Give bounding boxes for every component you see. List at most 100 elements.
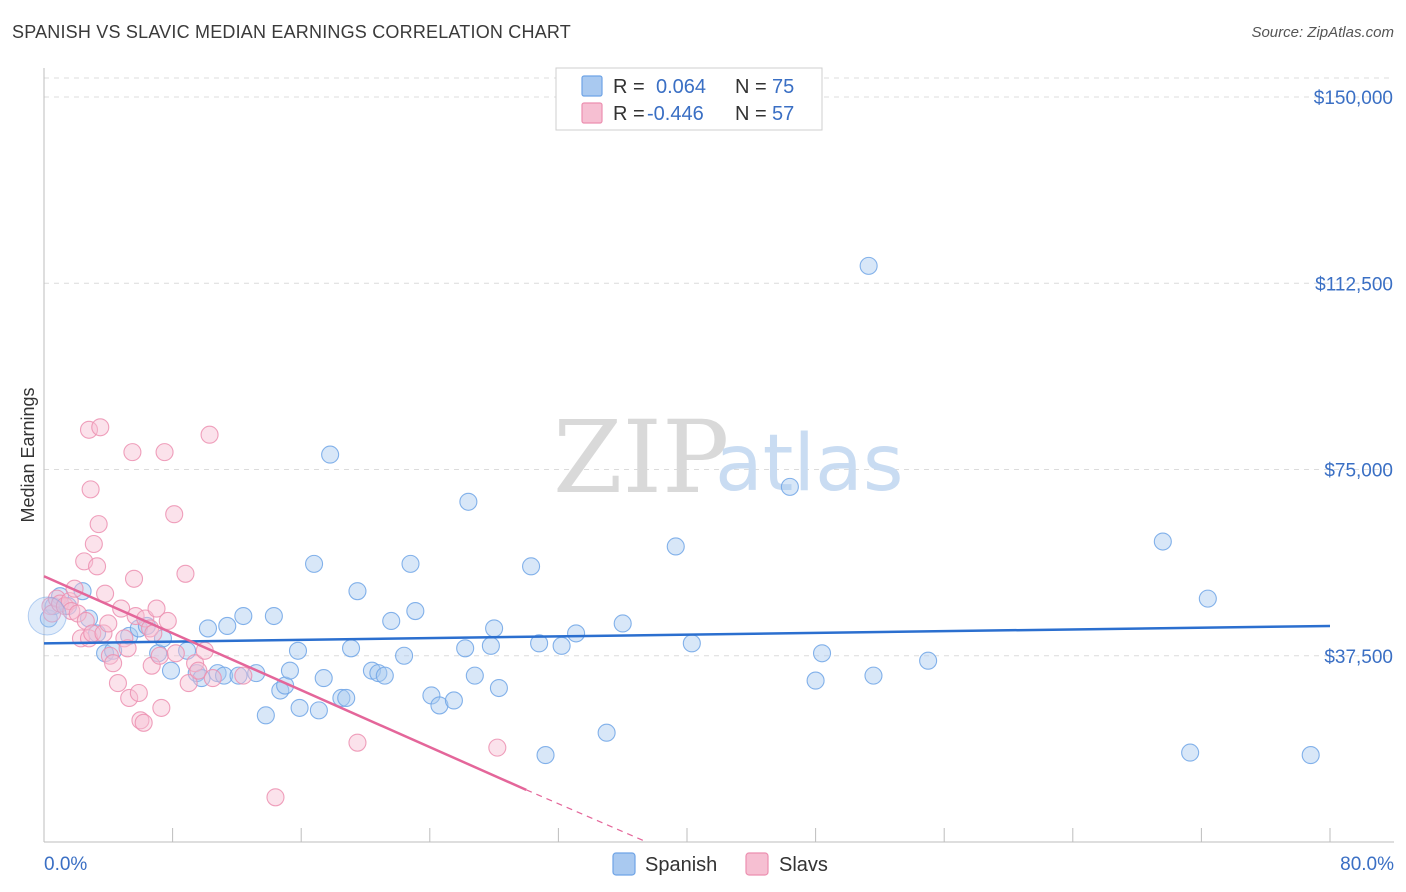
series-legend-label-slavs: Slavs [779,854,828,876]
data-point [234,666,253,685]
data-point [314,669,333,688]
data-point [152,698,171,717]
cluster-point [27,596,67,636]
data-point [341,639,361,658]
trend-line-extension-slavs [526,789,648,843]
data-point [229,666,248,685]
data-point [189,661,208,680]
data-point [214,666,234,685]
series-legend-swatch-slavs [745,852,769,876]
data-point [485,619,504,638]
legend-r-value-slavs: -0.446 [647,103,704,125]
data-point [552,636,571,655]
data-point [375,666,394,685]
data-point [348,582,367,601]
data-point [176,564,195,583]
data-point [120,688,139,708]
data-point [456,639,475,658]
data-point [165,505,184,524]
legend-n-value-slavs: 57 [772,103,794,125]
data-point [682,634,701,653]
data-point [321,445,340,464]
data-point [1153,532,1172,551]
series-legend: Spanish Slavs [612,852,828,876]
series-spanish-points [39,256,1320,765]
points-layer [27,256,1320,807]
y-tick-label: $150,000 [1314,88,1393,109]
legend-r-label-slavs: R = [613,103,645,125]
data-point [79,420,99,439]
data-point [864,666,883,685]
data-point [348,733,367,752]
data-point [124,569,144,588]
x-tick-label: 80.0% [1340,854,1394,875]
watermark: ZIP atlas [553,399,904,516]
y-axis-label: Median Earnings [18,387,38,522]
data-point [806,671,825,690]
data-point [81,480,100,499]
data-point [179,674,198,693]
grid-layer [44,77,1394,657]
data-point [79,609,99,628]
legend-swatch-spanish [581,75,603,97]
chart-title: SPANISH VS SLAVIC MEDIAN EARNINGS CORREL… [12,22,571,42]
data-point [131,711,150,730]
legend-n-value-spanish: 75 [772,76,794,98]
data-point [430,696,449,715]
data-point [401,554,420,573]
data-point [536,746,555,765]
data-point [332,688,351,708]
data-point [859,256,878,275]
data-point [812,644,832,663]
data-point [597,723,616,742]
data-point [198,619,218,638]
data-point [264,606,283,626]
data-point [150,646,169,665]
data-point [166,644,185,663]
trend-line-spanish [43,624,1331,645]
data-point [87,557,107,576]
data-point [780,477,799,496]
watermark-atlas: atlas [715,419,904,509]
data-point [530,634,549,653]
legend-n-label-slavs: N = [735,103,767,125]
series-legend-label-spanish: Spanish [645,854,717,876]
data-point [256,706,275,725]
stats-legend: R = 0.064 N = 75 R = -0.446 N = 57 [555,67,823,131]
data-point [1181,743,1200,762]
data-point [200,425,219,444]
data-point [266,788,285,807]
axis-layer: $37,500 $75,000 $112,500 $150,000 0.0% 80.0% [43,68,1394,875]
data-point [481,636,500,655]
legend-r-label-spanish: R = [613,76,645,98]
legend-n-label-spanish: N = [735,76,767,98]
data-point [666,537,685,556]
data-point [99,614,118,633]
data-point [288,641,308,660]
data-point [459,492,478,511]
y-tick-label: $75,000 [1324,461,1393,482]
data-point [104,654,123,673]
y-tick-label: $37,500 [1324,647,1393,668]
data-point [382,611,401,631]
data-point [203,669,222,688]
y-tick-label: $112,500 [1315,274,1393,295]
data-point [108,674,127,693]
data-point [234,606,253,626]
x-tick-label: 0.0% [44,854,87,875]
data-point [129,683,148,703]
data-point [919,651,938,670]
data-point [567,624,586,643]
data-point [161,661,181,680]
data-point [147,599,166,618]
data-point [84,534,103,554]
data-point [290,698,309,717]
data-point [613,614,632,633]
data-point [218,616,237,636]
data-point [522,557,541,576]
trend-layer [43,575,1331,843]
data-point [155,443,174,462]
data-point [305,554,324,573]
legend-r-value-spanish: 0.064 [656,76,706,98]
